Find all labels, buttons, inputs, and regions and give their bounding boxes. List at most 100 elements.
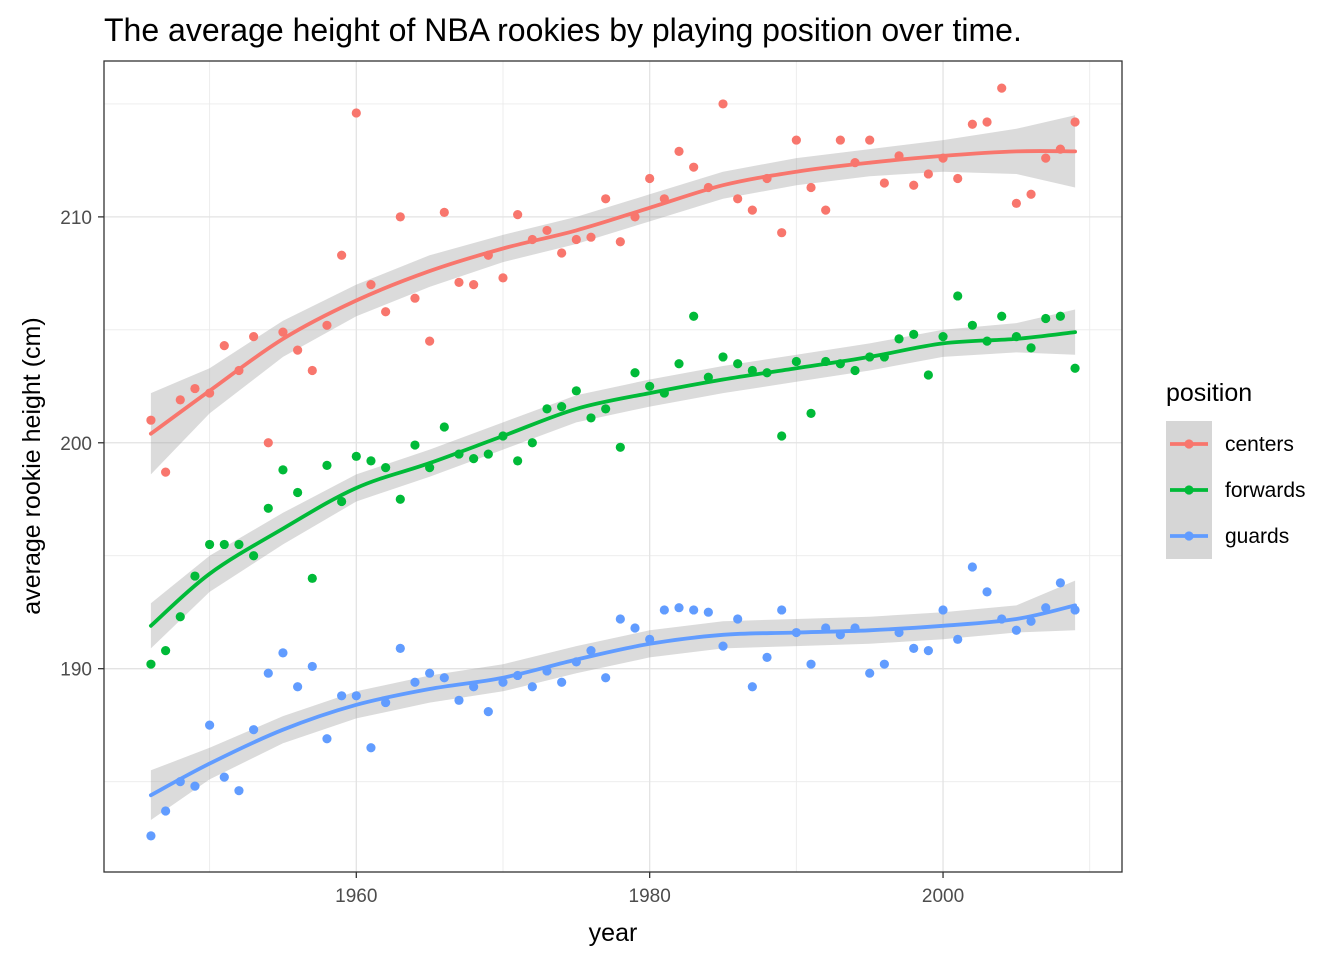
data-point-centers xyxy=(322,320,332,330)
data-point-guards xyxy=(879,659,889,669)
data-point-centers xyxy=(645,173,655,184)
data-point-guards xyxy=(483,707,493,717)
data-point-centers xyxy=(498,273,508,283)
data-point-forwards xyxy=(175,612,185,622)
data-point-forwards xyxy=(733,359,743,369)
data-point-forwards xyxy=(366,456,376,466)
data-point-centers xyxy=(953,173,963,184)
data-point-guards xyxy=(1011,625,1021,635)
data-point-guards xyxy=(938,605,948,615)
data-point-guards xyxy=(190,781,200,791)
data-point-forwards xyxy=(689,311,699,321)
data-point-forwards xyxy=(293,487,303,498)
data-point-guards xyxy=(586,646,596,656)
trend-line-guards xyxy=(149,603,1077,798)
data-point-centers xyxy=(557,248,567,258)
panel-border xyxy=(103,60,1123,873)
data-point-forwards xyxy=(322,460,332,470)
data-point-forwards xyxy=(571,386,581,396)
data-point-forwards xyxy=(161,646,171,656)
data-point-centers xyxy=(263,438,273,448)
x-tick-label: 1980 xyxy=(629,886,671,907)
data-point-centers xyxy=(615,237,625,247)
data-point-forwards xyxy=(615,442,625,452)
legend-label: centers xyxy=(1225,433,1294,456)
data-point-forwards xyxy=(219,539,229,550)
data-point-centers xyxy=(395,212,405,222)
data-point-centers xyxy=(278,327,288,337)
confidence-bands xyxy=(150,115,1076,820)
data-point-forwards xyxy=(630,368,640,378)
confidence-band-centers xyxy=(150,115,1076,475)
data-point-centers xyxy=(982,117,992,127)
chart-title: The average height of NBA rookies by pla… xyxy=(104,12,1022,48)
data-point-centers xyxy=(190,383,200,394)
data-point-guards xyxy=(1026,616,1036,626)
data-point-forwards xyxy=(586,413,596,423)
data-point-forwards xyxy=(557,402,567,412)
data-point-forwards xyxy=(967,320,977,330)
data-point-guards xyxy=(278,648,288,658)
data-point-forwards xyxy=(249,551,259,561)
axes: 1960 1980 2000 190 200 210 xyxy=(60,208,964,907)
data-point-centers xyxy=(967,119,977,129)
data-point-forwards xyxy=(791,356,801,367)
data-point-centers xyxy=(146,415,156,425)
data-point-forwards xyxy=(542,404,552,414)
data-point-guards xyxy=(161,806,171,816)
data-point-centers xyxy=(425,336,435,346)
x-tick-label: 1960 xyxy=(335,886,377,907)
data-point-guards xyxy=(351,691,361,701)
data-point-forwards xyxy=(513,456,523,466)
legend-key-point xyxy=(1184,439,1194,449)
data-point-centers xyxy=(454,277,464,287)
trend-lines xyxy=(149,149,1077,798)
data-point-forwards xyxy=(1055,311,1065,321)
plot-panel xyxy=(103,60,1123,873)
data-point-guards xyxy=(674,603,684,613)
data-point-centers xyxy=(1041,153,1051,163)
data-point-forwards xyxy=(938,332,948,342)
data-point-forwards xyxy=(395,494,405,504)
data-point-guards xyxy=(205,720,215,730)
data-point-guards xyxy=(425,668,435,678)
data-point-centers xyxy=(674,146,684,156)
data-point-forwards xyxy=(190,571,200,581)
data-point-guards xyxy=(630,623,640,633)
data-point-guards xyxy=(982,587,992,597)
data-point-guards xyxy=(410,677,420,687)
data-point-forwards xyxy=(1026,343,1036,353)
data-point-forwards xyxy=(263,503,273,513)
legend-key-point xyxy=(1184,531,1194,541)
y-tick-label: 190 xyxy=(60,660,92,681)
data-point-centers xyxy=(718,99,728,109)
data-point-guards xyxy=(1041,603,1051,613)
data-point-centers xyxy=(835,135,845,145)
data-point-guards xyxy=(703,607,713,617)
legend: position centers forwards guards xyxy=(1166,379,1306,559)
data-point-forwards xyxy=(205,539,215,550)
legend-item-forwards: forwards xyxy=(1166,467,1306,513)
data-point-forwards xyxy=(894,334,904,344)
data-point-centers xyxy=(410,293,420,303)
confidence-band-guards xyxy=(150,580,1076,820)
data-point-forwards xyxy=(953,291,963,301)
data-point-centers xyxy=(161,467,171,477)
data-point-centers xyxy=(586,232,596,242)
legend-label: forwards xyxy=(1225,479,1306,502)
data-point-forwards xyxy=(337,496,347,507)
data-point-forwards xyxy=(645,381,655,391)
data-point-forwards xyxy=(674,359,684,369)
data-point-guards xyxy=(293,682,303,692)
data-point-guards xyxy=(454,695,464,705)
data-point-guards xyxy=(557,677,567,687)
data-point-centers xyxy=(337,250,347,260)
data-point-centers xyxy=(307,365,317,376)
data-point-centers xyxy=(865,135,875,145)
data-point-forwards xyxy=(997,311,1007,321)
legend-title: position xyxy=(1166,379,1252,407)
data-point-guards xyxy=(234,786,244,796)
data-point-centers xyxy=(1070,117,1080,127)
data-point-centers xyxy=(923,169,933,179)
